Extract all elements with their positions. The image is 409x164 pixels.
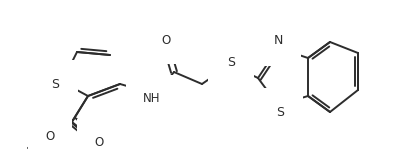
Text: N: N (273, 34, 282, 48)
Text: S: S (51, 79, 59, 92)
Text: S: S (227, 55, 234, 69)
Text: NH: NH (143, 92, 160, 105)
Text: O: O (94, 136, 103, 150)
Text: O: O (161, 33, 170, 47)
Text: O: O (45, 130, 54, 143)
Text: S: S (275, 106, 283, 120)
